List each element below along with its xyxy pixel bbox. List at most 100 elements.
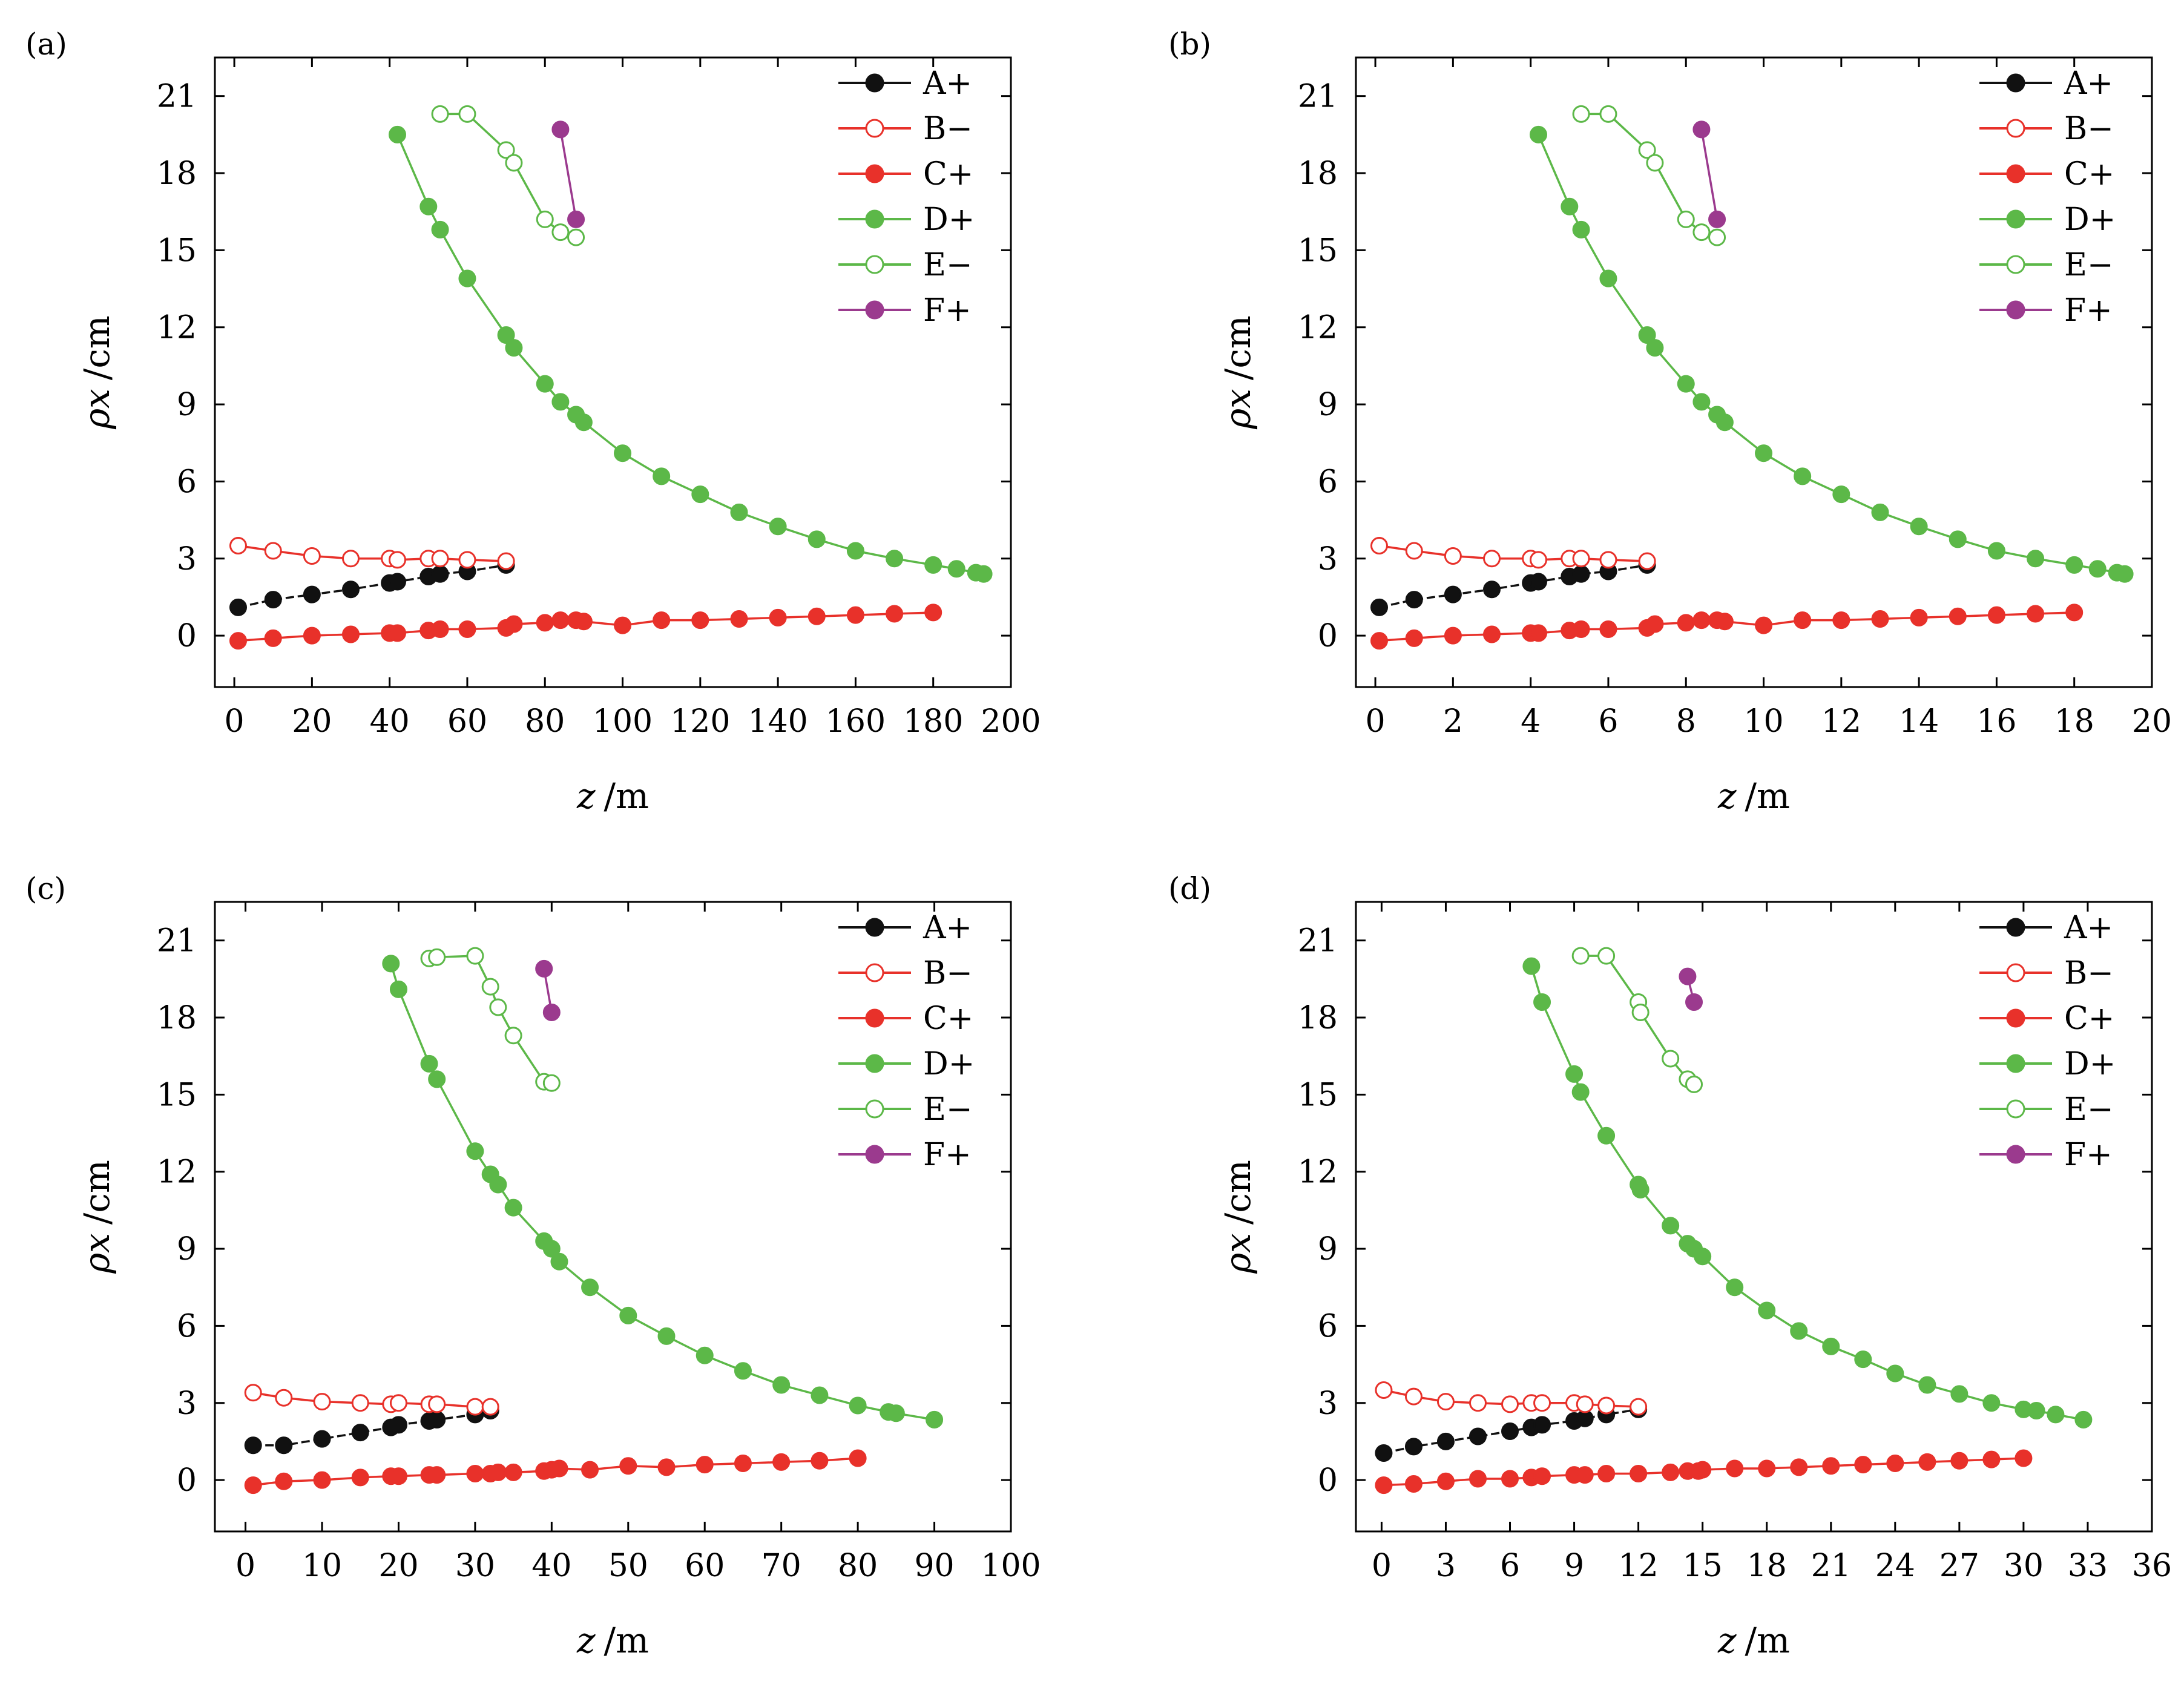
data-point bbox=[466, 1464, 484, 1482]
data-point bbox=[551, 120, 570, 139]
x-tick-label: 0 bbox=[1372, 1548, 1392, 1584]
data-point bbox=[1871, 610, 1889, 628]
data-point bbox=[229, 632, 247, 650]
data-point bbox=[730, 610, 748, 628]
data-point bbox=[1571, 1083, 1590, 1101]
x-tick-label: 12 bbox=[1619, 1548, 1659, 1584]
x-tick-label: 70 bbox=[761, 1548, 801, 1584]
data-point bbox=[1854, 1350, 1872, 1369]
data-point bbox=[1790, 1322, 1808, 1340]
data-point bbox=[466, 947, 484, 965]
data-point bbox=[1370, 537, 1388, 555]
data-point bbox=[419, 197, 438, 215]
x-tick-label: 60 bbox=[685, 1548, 725, 1584]
x-tick-label: 80 bbox=[525, 703, 565, 740]
x-tick-label: 0 bbox=[235, 1548, 255, 1584]
data-point bbox=[431, 105, 449, 123]
legend-label: C+ bbox=[923, 1001, 973, 1037]
y-axis-unit: /cm bbox=[76, 1160, 117, 1225]
y-tick-label: 0 bbox=[177, 618, 197, 654]
series-line bbox=[1537, 134, 2125, 575]
chart-panel-c: (c) 0 10 20 30 40 50 60 70 80 90 100 0 3 6 9 12 15 18 21 z/m… bbox=[25, 871, 1041, 1661]
data-point bbox=[730, 503, 748, 521]
data-point bbox=[1631, 1004, 1650, 1022]
x-tick-label: 2 bbox=[1443, 703, 1463, 740]
x-tick-label: 21 bbox=[1811, 1548, 1851, 1584]
data-point bbox=[389, 1394, 407, 1412]
series-Cplus bbox=[244, 1449, 867, 1495]
data-point bbox=[2088, 560, 2107, 578]
data-point bbox=[1597, 1126, 1616, 1145]
legend-marker bbox=[2006, 73, 2025, 93]
data-point bbox=[696, 1346, 714, 1364]
data-point bbox=[657, 1458, 676, 1476]
legend-marker bbox=[2006, 918, 2025, 937]
data-point bbox=[313, 1393, 331, 1411]
legend-marker bbox=[2006, 1145, 2025, 1164]
data-point bbox=[497, 326, 515, 344]
data-point bbox=[2015, 1449, 2033, 1467]
legend-label: F+ bbox=[923, 1137, 972, 1173]
series-Fplus bbox=[551, 120, 585, 228]
data-point bbox=[536, 210, 554, 228]
data-point bbox=[846, 606, 864, 624]
x-tick-label: 18 bbox=[1747, 1548, 1787, 1584]
x-tick-label: 14 bbox=[1899, 703, 1939, 740]
y-tick-label: 0 bbox=[1318, 618, 1338, 654]
data-point bbox=[1404, 1387, 1423, 1406]
data-point bbox=[264, 542, 282, 560]
series-Fplus bbox=[1679, 967, 1703, 1011]
data-point bbox=[342, 550, 360, 568]
data-point bbox=[1529, 125, 1547, 143]
data-point bbox=[351, 1468, 369, 1487]
data-point bbox=[1950, 1452, 1969, 1470]
x-tick-label: 20 bbox=[378, 1548, 418, 1584]
data-point bbox=[1469, 1427, 1487, 1445]
data-point bbox=[1708, 210, 1726, 228]
x-axis-unit: /m bbox=[1745, 775, 1791, 817]
data-point bbox=[551, 223, 570, 242]
data-point bbox=[1677, 210, 1695, 228]
x-axis-unit: /m bbox=[1745, 1620, 1791, 1661]
x-tick-label: 24 bbox=[1875, 1548, 1915, 1584]
x-tick-label: 0 bbox=[225, 703, 245, 740]
data-point bbox=[504, 1027, 522, 1045]
data-point bbox=[1533, 1416, 1551, 1434]
series-line bbox=[1700, 129, 1719, 220]
data-point bbox=[229, 537, 247, 555]
series-Dplus bbox=[1529, 125, 2134, 583]
x-tick-label: 60 bbox=[447, 703, 487, 740]
data-point bbox=[1572, 550, 1590, 568]
x-tick-label: 6 bbox=[1500, 1548, 1520, 1584]
data-point bbox=[1832, 485, 1850, 504]
data-point bbox=[1444, 626, 1462, 645]
y-tick-label: 18 bbox=[1298, 156, 1338, 192]
data-point bbox=[481, 1398, 499, 1416]
data-point bbox=[1638, 552, 1656, 570]
legend: A+ B− C+ D+ E− F+ bbox=[838, 65, 975, 329]
x-tick-label: 8 bbox=[1676, 703, 1696, 740]
y-tick-label: 3 bbox=[1318, 541, 1338, 577]
data-point bbox=[807, 607, 826, 625]
data-point bbox=[846, 542, 864, 560]
data-point bbox=[275, 1389, 293, 1407]
data-point bbox=[1501, 1470, 1519, 1488]
data-point bbox=[2047, 1406, 2065, 1424]
data-point bbox=[504, 1463, 522, 1481]
data-point bbox=[1522, 957, 1541, 975]
x-tick-label: 10 bbox=[1743, 703, 1783, 740]
data-point bbox=[313, 1471, 331, 1489]
legend-label: E− bbox=[2064, 247, 2114, 283]
legend-marker bbox=[865, 209, 884, 229]
legend-label: D+ bbox=[2064, 202, 2116, 238]
data-point bbox=[342, 625, 360, 643]
data-point bbox=[1576, 1466, 1594, 1484]
data-point bbox=[481, 978, 499, 996]
data-point bbox=[653, 611, 671, 630]
x-tick-label: 0 bbox=[1366, 703, 1386, 740]
x-tick-label: 12 bbox=[1821, 703, 1861, 740]
legend-label: E− bbox=[923, 1091, 973, 1128]
data-point bbox=[1631, 1180, 1650, 1199]
data-point bbox=[303, 626, 321, 645]
y-tick-label: 21 bbox=[157, 923, 197, 959]
